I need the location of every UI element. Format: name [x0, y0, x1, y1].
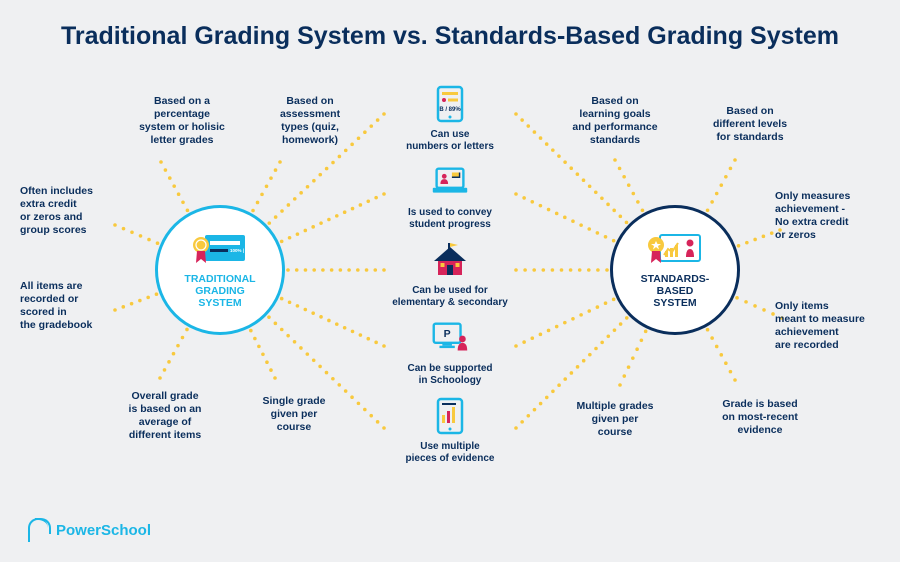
hub-traditional-label: TRADITIONALGRADINGSYSTEM [178, 273, 261, 309]
tablet-score-icon: B / 89% [428, 85, 472, 125]
right-ray-label: Only measuresachievement -No extra credi… [775, 190, 895, 243]
hub-traditional: 100% | A+ TRADITIONALGRADINGSYSTEM [155, 205, 285, 335]
right-ray-label: Grade is basedon most-recentevidence [700, 398, 820, 437]
schoolhouse-icon [428, 241, 472, 281]
center-item: B / 89% Can usenumbers or letters [406, 85, 494, 153]
right-ray-label: Multiple gradesgiven percourse [555, 400, 675, 439]
page-title: Traditional Grading System vs. Standards… [0, 22, 900, 51]
right-ray-label: Only itemsmeant to measureachievementare… [775, 300, 895, 353]
right-ray-label: Based ondifferent levelsfor standards [690, 105, 810, 144]
center-caption: Can usenumbers or letters [406, 129, 494, 153]
left-ray-label: Single gradegiven percourse [234, 395, 354, 434]
hub-standards: STANDARDS-BASEDSYSTEM [610, 205, 740, 335]
left-ray-label: Based on apercentagesystem or holisiclet… [122, 95, 242, 148]
left-ray-label: Often includesextra creditor zeros andgr… [20, 185, 140, 238]
center-item: Use multiplepieces of evidence [406, 397, 495, 465]
svg-text:B / 89%: B / 89% [439, 107, 461, 113]
center-item: Can be used forelementary & secondary [392, 241, 508, 309]
ribbon-chart-icon [646, 231, 704, 267]
center-caption: Use multiplepieces of evidence [406, 441, 495, 465]
ribbon-card-icon: 100% | A+ [191, 231, 249, 267]
monitor-user-icon: P [428, 319, 472, 359]
left-ray-label: Overall gradeis based on anaverage ofdif… [105, 390, 225, 443]
right-ray-label: Based onlearning goalsand performancesta… [555, 95, 675, 148]
center-caption: Can be supportedin Schoology [407, 363, 492, 387]
tablet-chart-icon [428, 397, 472, 437]
left-ray-label: Based onassessmenttypes (quiz,homework) [250, 95, 370, 148]
svg-text:P: P [444, 328, 451, 340]
laptop-people-icon [428, 163, 472, 203]
brand-logo: PowerSchool [28, 518, 151, 542]
hub-standards-label: STANDARDS-BASEDSYSTEM [635, 273, 716, 309]
svg-text:100% | A+: 100% | A+ [230, 248, 249, 253]
center-item: P Can be supportedin Schoology [407, 319, 492, 387]
center-item: Is used to conveystudent progress [408, 163, 492, 231]
left-ray-label: All items arerecorded orscored inthe gra… [20, 280, 140, 333]
center-shared-column: B / 89% Can usenumbers or letters Is used … [355, 85, 545, 465]
powerschool-icon [28, 518, 48, 542]
brand-name: PowerSchool [56, 522, 151, 539]
center-caption: Is used to conveystudent progress [408, 207, 492, 231]
center-caption: Can be used forelementary & secondary [392, 285, 508, 309]
